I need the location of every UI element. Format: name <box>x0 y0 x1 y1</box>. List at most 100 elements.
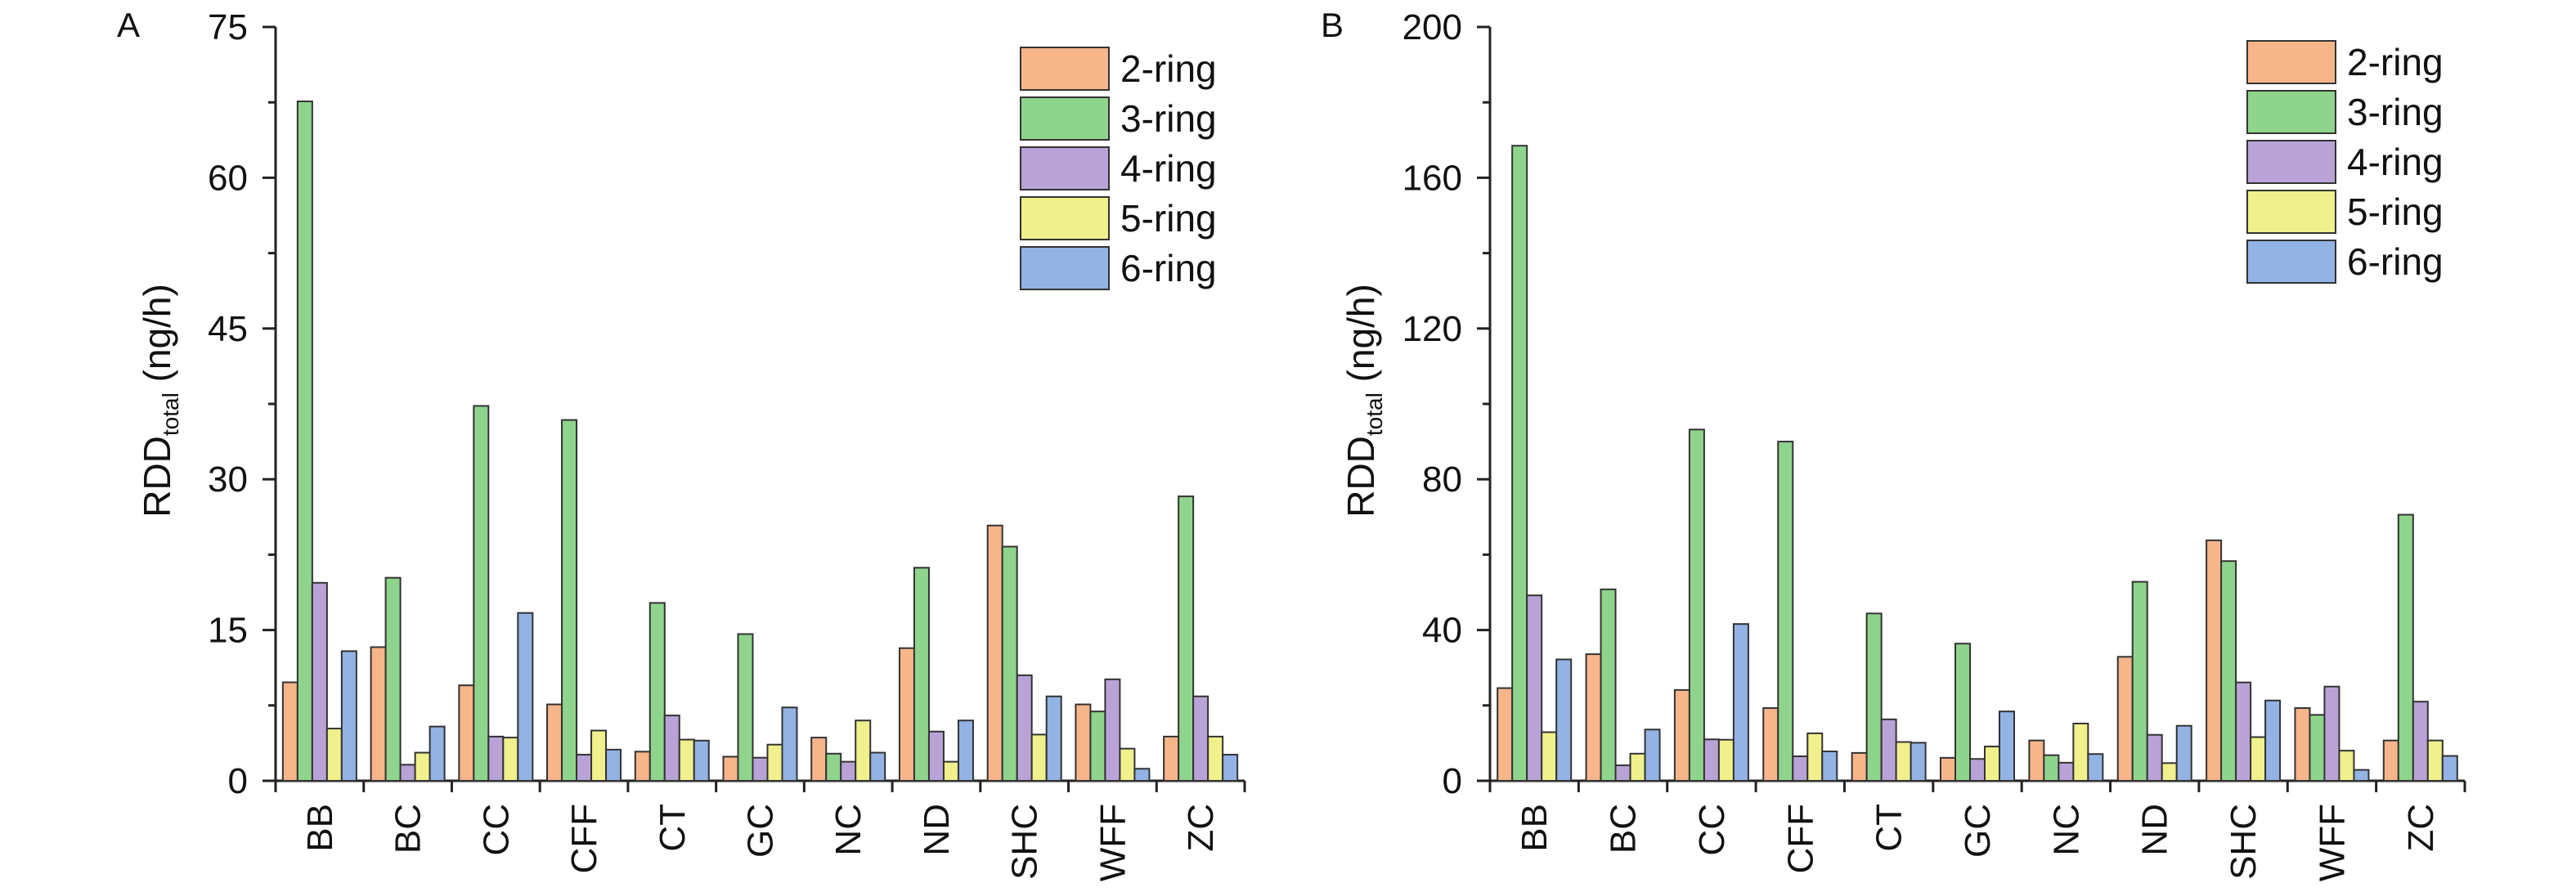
y-tick-label: 30 <box>208 459 248 500</box>
bar-cff-2-ring <box>546 703 563 782</box>
legend-label: 6-ring <box>2347 240 2444 283</box>
bar-wff-3-ring <box>1089 710 1106 782</box>
legend-swatch-4-ring <box>1020 146 1110 191</box>
bar-shc-2-ring <box>2206 539 2223 782</box>
y-tick-label: 40 <box>1422 611 1462 651</box>
bar-nd-4-ring <box>2146 733 2163 782</box>
bar-wff-5-ring <box>1119 747 1136 782</box>
bar-cff-6-ring <box>1821 751 1838 782</box>
bar-cc-3-ring <box>473 405 490 782</box>
bar-nd-2-ring <box>2116 656 2134 782</box>
y-tick-label: 80 <box>1422 459 1462 500</box>
bar-nc-2-ring <box>2028 739 2045 782</box>
bar-gc-5-ring <box>1984 746 2000 782</box>
bar-nc-4-ring <box>2058 761 2075 782</box>
legend-label: 3-ring <box>2347 91 2444 133</box>
y-tick-label: 60 <box>208 158 248 198</box>
bar-nc-3-ring <box>2043 754 2060 782</box>
panel-b: B BB BC CC CFF CT GC NC ND SHC WFF ZC 0 40 80 120 160 2… <box>1321 6 2466 881</box>
bar-ct-5-ring <box>1895 741 1912 782</box>
bar-ct-4-ring <box>663 715 680 782</box>
category-label: CFF <box>1780 804 1820 874</box>
bar-cc-4-ring <box>487 735 505 782</box>
bar-shc-4-ring <box>1016 674 1033 782</box>
legend-swatch-3-ring <box>1020 96 1110 141</box>
panel-a-y-axis-title: RDDtotal (ng/h) <box>136 284 183 518</box>
category-label: BB <box>1515 804 1555 852</box>
category-label: SHC <box>1005 804 1045 880</box>
bar-wff-3-ring <box>2309 714 2326 782</box>
bar-ct-2-ring <box>634 751 651 782</box>
bar-bc-2-ring <box>1585 653 1602 782</box>
bar-ct-6-ring <box>693 739 710 782</box>
bar-nd-3-ring <box>2131 580 2148 782</box>
y-tick-label: 0 <box>228 761 248 801</box>
bar-ct-4-ring <box>1880 718 1897 782</box>
bar-nd-6-ring <box>957 719 974 782</box>
bar-gc-6-ring <box>781 706 798 782</box>
bar-shc-3-ring <box>2220 560 2237 782</box>
bar-nc-6-ring <box>2087 753 2104 782</box>
bar-wff-4-ring <box>2323 685 2340 782</box>
bar-wff-2-ring <box>2294 707 2311 782</box>
bar-bc-3-ring <box>1600 588 1617 782</box>
bar-shc-6-ring <box>2264 699 2282 782</box>
bar-nd-5-ring <box>2161 762 2178 782</box>
bar-zc-4-ring <box>1192 695 1209 782</box>
category-label: CFF <box>564 804 604 874</box>
bar-nd-4-ring <box>927 730 945 782</box>
bar-wff-6-ring <box>1133 768 1151 782</box>
bar-shc-5-ring <box>2250 736 2267 782</box>
panel-a-bars <box>281 100 1239 782</box>
bar-cff-2-ring <box>1762 707 1779 782</box>
category-label: CC <box>1692 804 1732 856</box>
panel-a-label: A <box>117 6 140 44</box>
bar-bb-6-ring <box>1555 658 1573 782</box>
bar-zc-3-ring <box>1178 495 1195 782</box>
legend-label: 5-ring <box>2347 191 2444 233</box>
bar-zc-6-ring <box>2441 755 2458 782</box>
category-label: ZC <box>1181 804 1221 852</box>
bar-bb-5-ring <box>325 728 343 782</box>
bar-bc-2-ring <box>370 646 387 782</box>
bar-nc-5-ring <box>2072 722 2089 782</box>
bar-zc-5-ring <box>2426 739 2444 782</box>
panel-a-legend: 2-ring 3-ring 4-ring 5-ring 6-ring <box>1020 47 1217 290</box>
bar-cff-6-ring <box>605 748 622 782</box>
y-tick-label: 15 <box>208 611 248 651</box>
legend-label: 4-ring <box>2347 141 2444 183</box>
legend-swatch-2-ring <box>2246 40 2336 84</box>
bar-ct-3-ring <box>1865 612 1883 782</box>
bar-ct-6-ring <box>1910 742 1927 782</box>
bar-nc-3-ring <box>825 752 842 782</box>
legend-swatch-4-ring <box>2246 140 2336 184</box>
category-label: CC <box>476 804 516 856</box>
bar-wff-6-ring <box>2353 769 2370 782</box>
category-label: NC <box>2046 804 2086 856</box>
legend-swatch-6-ring <box>2246 240 2336 284</box>
legend-label: 2-ring <box>1120 47 1217 90</box>
bar-bc-3-ring <box>384 576 402 782</box>
panel-b-label: B <box>1321 6 1344 44</box>
legend-swatch-6-ring <box>1020 246 1110 290</box>
bar-nc-6-ring <box>869 751 886 782</box>
bar-wff-5-ring <box>2338 750 2355 782</box>
panel-b-category-labels: BB BC CC CFF CT GC NC ND SHC WFF ZC <box>1515 804 2441 881</box>
bar-bb-4-ring <box>1526 594 1543 782</box>
bar-zc-4-ring <box>2412 701 2429 782</box>
bar-nc-4-ring <box>840 760 857 782</box>
legend-label: 4-ring <box>1120 147 1217 190</box>
legend-label: 6-ring <box>1120 247 1217 289</box>
bar-cc-4-ring <box>1703 738 1720 782</box>
bar-gc-4-ring <box>752 756 769 782</box>
bar-wff-4-ring <box>1104 678 1121 782</box>
bar-bc-5-ring <box>414 751 431 782</box>
bar-nd-3-ring <box>913 567 930 782</box>
bar-cff-5-ring <box>1806 732 1824 782</box>
y-tick-label: 120 <box>1402 309 1462 349</box>
bar-ct-2-ring <box>1851 751 1868 782</box>
legend-swatch-5-ring <box>2246 190 2336 234</box>
bar-cff-3-ring <box>1777 441 1794 782</box>
bar-ct-5-ring <box>678 738 695 782</box>
bar-bb-3-ring <box>296 100 313 782</box>
